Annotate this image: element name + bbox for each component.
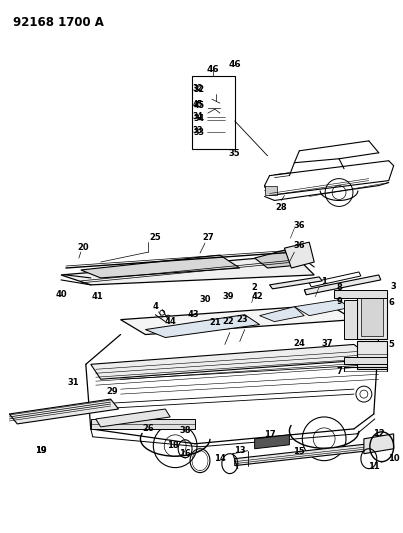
Text: 2: 2 [252,284,258,293]
Polygon shape [235,444,369,466]
Polygon shape [364,434,394,454]
Polygon shape [361,296,383,335]
Text: 33: 33 [193,126,203,135]
Text: 5: 5 [389,340,395,349]
Text: 21: 21 [209,318,221,327]
Polygon shape [357,292,387,340]
Polygon shape [91,344,374,379]
Text: 45: 45 [193,100,203,109]
Text: 19: 19 [35,446,47,455]
Text: 24: 24 [293,339,305,348]
Text: 36: 36 [293,240,305,249]
Text: 32: 32 [193,84,203,93]
Text: 34: 34 [193,111,203,120]
Text: 33: 33 [193,128,204,138]
Text: 16: 16 [179,449,191,458]
Polygon shape [304,275,381,295]
Polygon shape [120,305,354,335]
Polygon shape [285,242,314,268]
Polygon shape [61,255,314,285]
Polygon shape [81,255,240,278]
Polygon shape [294,300,349,316]
Text: 23: 23 [236,315,247,324]
Text: 46: 46 [229,60,241,69]
Text: 31: 31 [67,378,79,387]
Text: 37: 37 [321,339,333,348]
Text: 29: 29 [107,386,118,395]
Text: 30: 30 [199,295,211,304]
Text: 13: 13 [234,446,245,455]
Text: 26: 26 [143,424,154,433]
Polygon shape [255,435,289,449]
Text: 18: 18 [167,441,179,450]
Text: 8: 8 [336,284,342,293]
Text: 11: 11 [368,462,380,471]
Text: 4: 4 [152,302,158,311]
Polygon shape [91,419,195,429]
Text: 19: 19 [35,446,47,455]
Circle shape [214,88,217,91]
Polygon shape [357,342,387,369]
Text: 17: 17 [264,430,275,439]
Text: 7: 7 [336,367,342,376]
Text: 36: 36 [293,221,305,230]
Text: 92168 1700 A: 92168 1700 A [13,16,104,29]
Polygon shape [255,250,299,268]
Text: 22: 22 [222,317,234,326]
Text: 40: 40 [55,290,67,300]
Text: 32: 32 [193,85,205,94]
Text: 46: 46 [207,65,219,74]
Text: 14: 14 [214,454,226,463]
Text: 9: 9 [336,297,342,306]
Text: 28: 28 [276,203,287,212]
Polygon shape [309,272,361,287]
Polygon shape [96,409,170,427]
Text: 27: 27 [202,233,214,241]
Polygon shape [260,306,304,321]
Text: 34: 34 [193,114,204,123]
Text: 42: 42 [252,292,264,301]
Text: 15: 15 [293,447,305,456]
Text: 1: 1 [321,277,327,286]
Polygon shape [270,277,322,289]
Polygon shape [9,399,118,424]
Polygon shape [192,76,235,149]
Polygon shape [264,185,278,196]
Text: 39: 39 [222,292,234,301]
Text: 41: 41 [92,292,104,301]
Text: 20: 20 [77,243,89,252]
Text: 44: 44 [164,317,176,326]
Text: 6: 6 [389,298,395,307]
Text: 12: 12 [373,430,384,438]
Polygon shape [344,357,387,365]
Text: 25: 25 [150,233,161,241]
Text: 38: 38 [179,426,191,435]
Polygon shape [145,314,260,337]
Text: 45: 45 [193,101,204,110]
Polygon shape [344,300,357,340]
Text: 35: 35 [229,149,241,158]
Text: 3: 3 [391,282,397,292]
Text: 43: 43 [187,310,199,319]
Polygon shape [334,290,387,298]
Text: 10: 10 [388,454,399,463]
